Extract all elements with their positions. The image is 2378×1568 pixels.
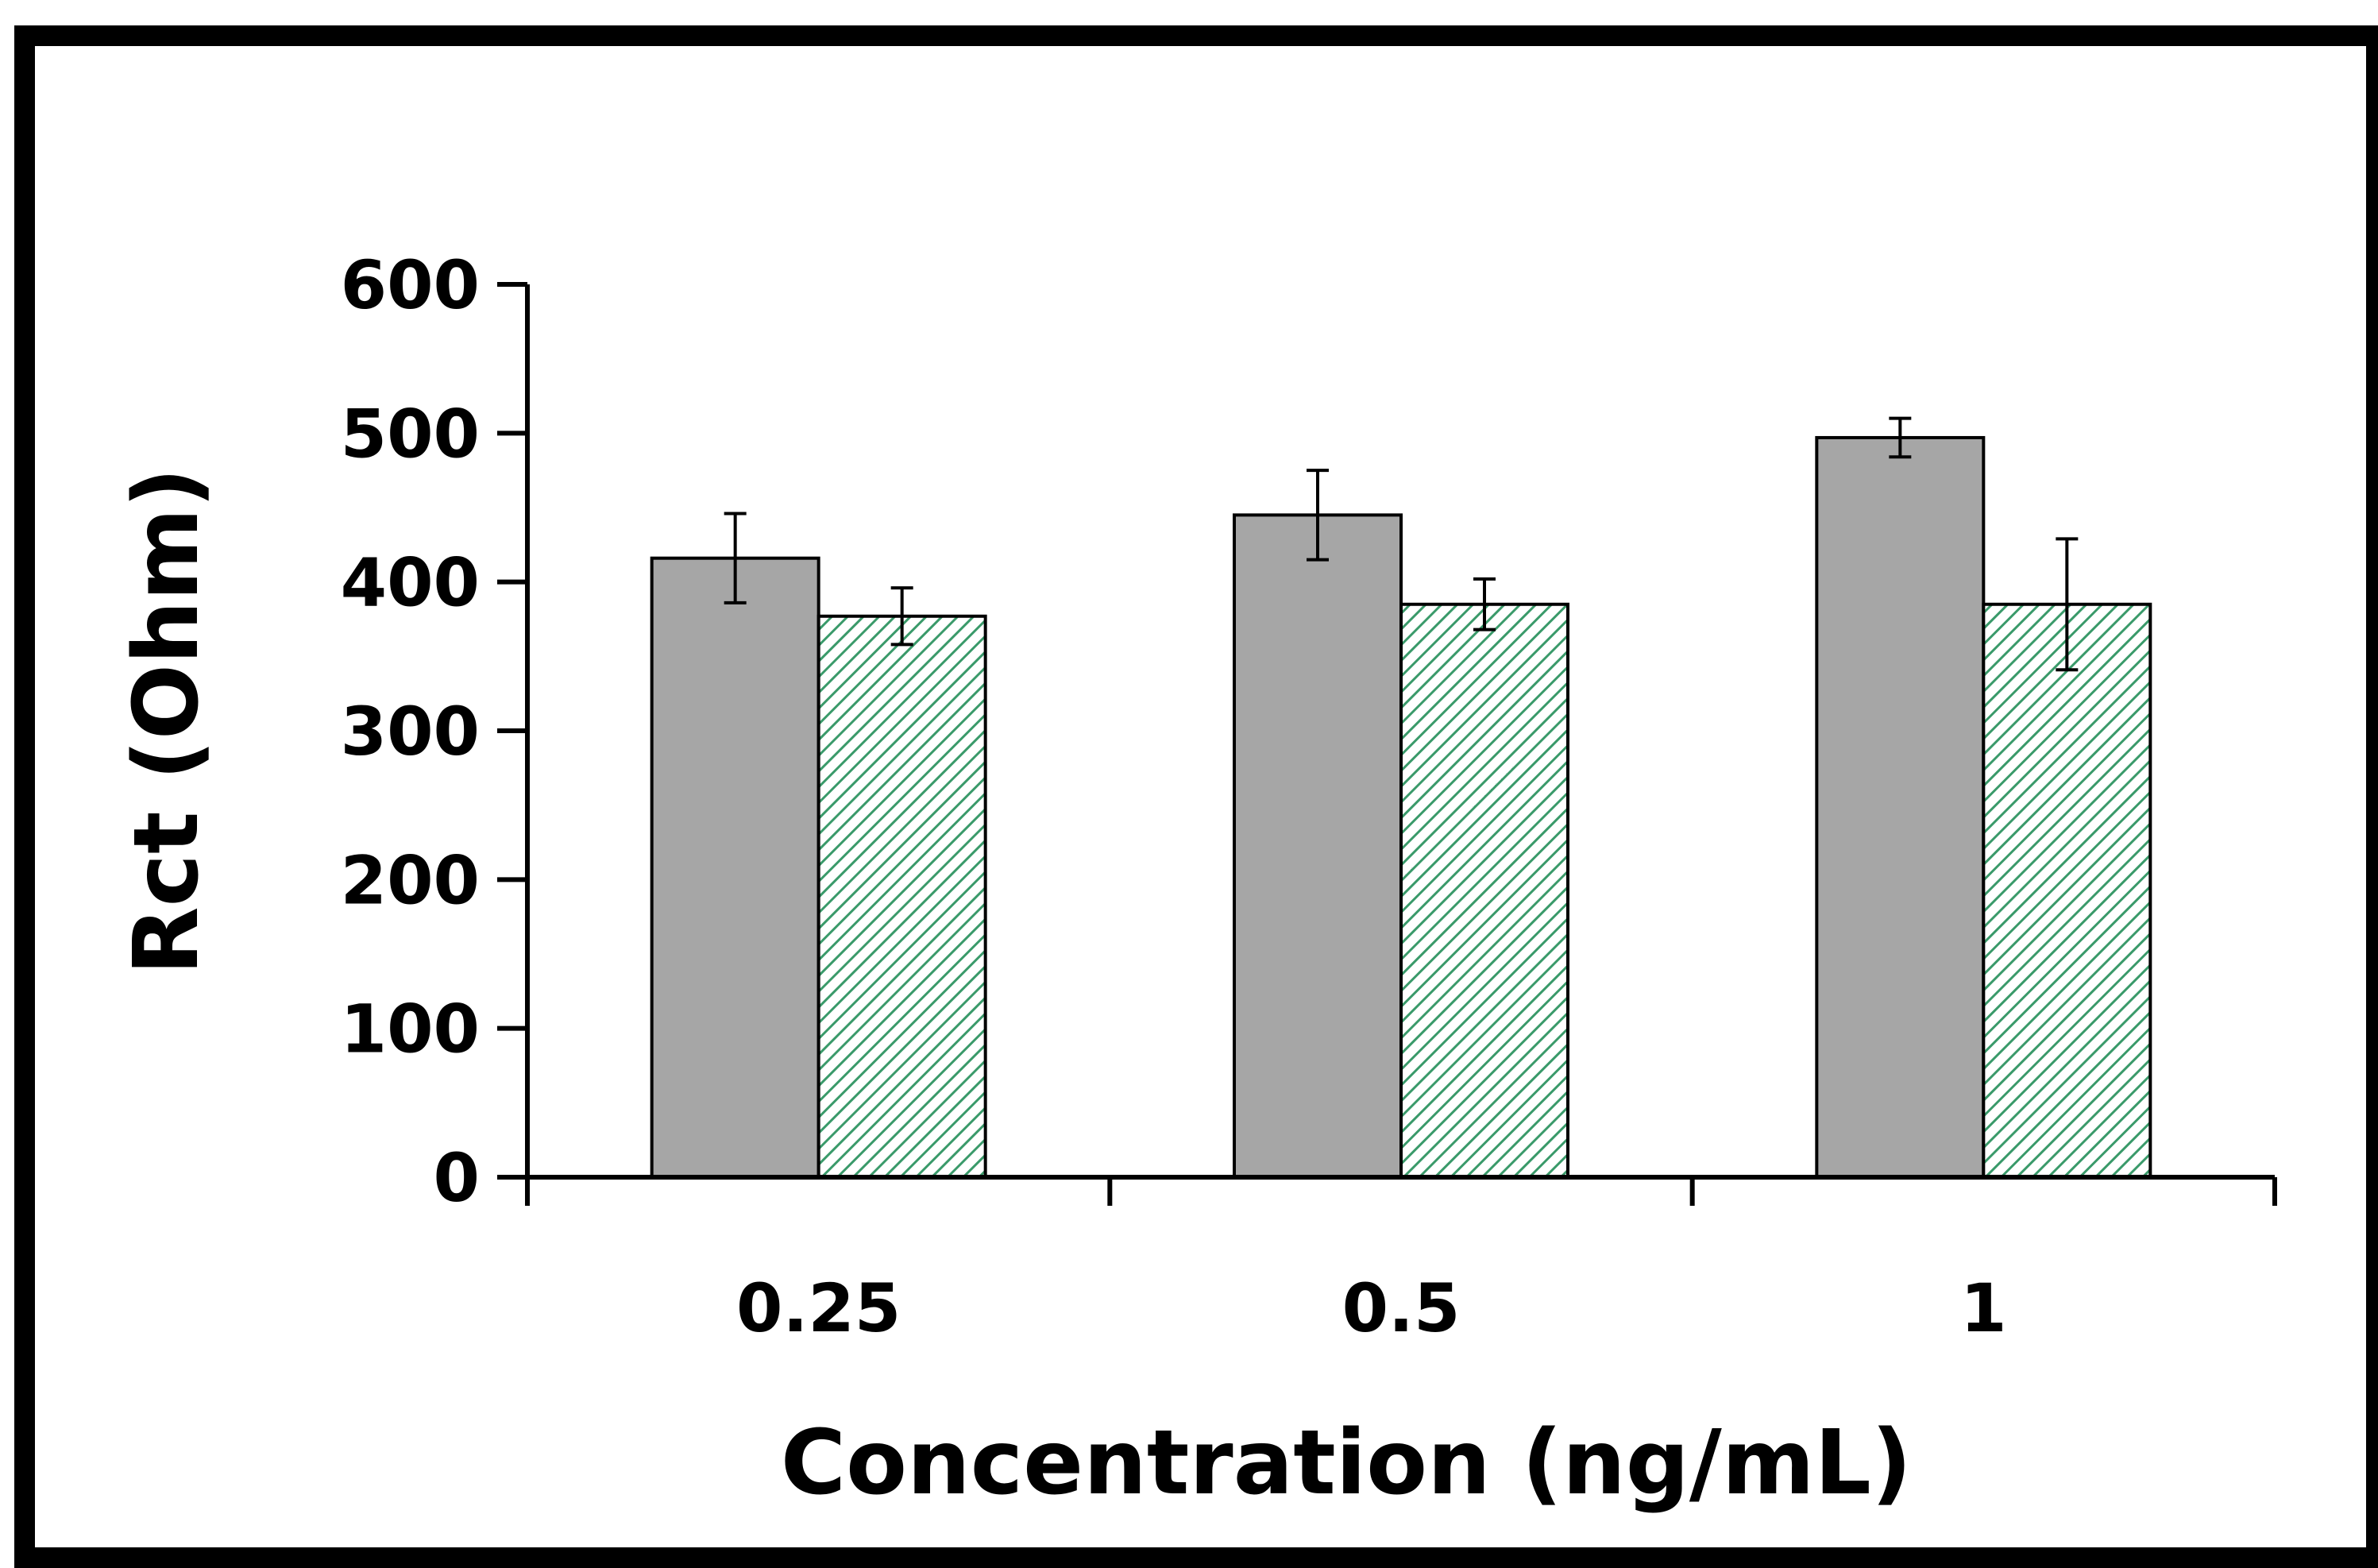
y-tick-label-400: 400 [341,544,480,622]
y-tick-label-600: 600 [341,246,480,324]
labels-layer: 0.25 0.5 1 0 100 200 300 400 500 600 [341,246,2007,1347]
y-axis-title: Rct (Ohm) [115,467,218,975]
y-tick-label-500: 500 [341,395,480,473]
bar-series-1-1 [1815,435,1986,1179]
x-tick-label-0.25: 0.25 [736,1269,901,1347]
y-tick-label-100: 100 [341,991,480,1068]
bar-series-2-0.5 [1399,602,1569,1179]
x-tick-label-1: 1 [1960,1269,2006,1347]
y-tick-label-0: 0 [434,1139,480,1217]
axes-layer [497,282,2277,1206]
bars-layer [650,435,2152,1179]
bar-series-2-1 [1982,602,2152,1179]
bar-series-1-0.25 [650,556,820,1179]
bar-series-2-0.25 [816,614,987,1179]
y-tick-label-200: 200 [341,841,480,919]
error-bars-layer [724,416,2079,672]
bar-series-1-0.5 [1233,513,1403,1179]
y-tick-label-300: 300 [341,693,480,770]
x-axis-title: Concentration (ng/mL) [781,1412,1912,1515]
x-tick-label-0.5: 0.5 [1342,1269,1461,1347]
